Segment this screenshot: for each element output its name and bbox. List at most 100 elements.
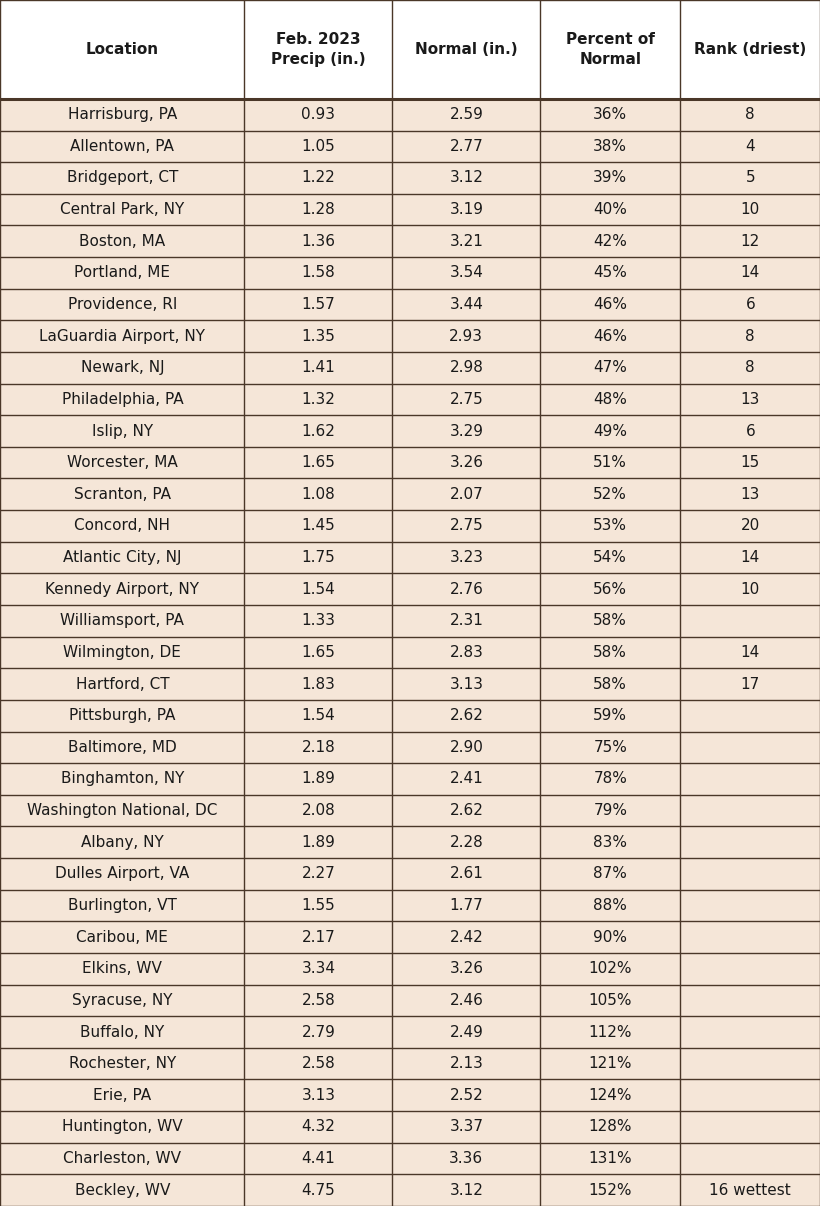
- Bar: [0, 637, 820, 668]
- Bar: [0, 226, 820, 257]
- Text: Percent of
Normal: Percent of Normal: [566, 33, 655, 66]
- Text: 13: 13: [741, 487, 760, 502]
- Bar: [0, 890, 820, 921]
- Text: 2.17: 2.17: [302, 930, 335, 944]
- Text: 128%: 128%: [589, 1119, 632, 1135]
- Text: 4.41: 4.41: [302, 1151, 335, 1166]
- Text: 2.28: 2.28: [450, 835, 483, 850]
- Text: 1.57: 1.57: [302, 297, 335, 312]
- Text: Newark, NJ: Newark, NJ: [81, 361, 164, 375]
- Text: Scranton, PA: Scranton, PA: [74, 487, 171, 502]
- Text: 2.18: 2.18: [302, 739, 335, 755]
- Text: 20: 20: [741, 519, 760, 533]
- Bar: [0, 384, 820, 415]
- Bar: [0, 99, 820, 130]
- Text: 3.37: 3.37: [450, 1119, 483, 1135]
- Text: 3.36: 3.36: [450, 1151, 483, 1166]
- Text: 3.13: 3.13: [450, 677, 483, 691]
- Text: Philadelphia, PA: Philadelphia, PA: [62, 392, 183, 406]
- Text: Location: Location: [85, 42, 159, 57]
- Text: Dulles Airport, VA: Dulles Airport, VA: [55, 866, 190, 882]
- Text: 2.13: 2.13: [450, 1056, 483, 1071]
- Text: 3.21: 3.21: [450, 234, 483, 248]
- Text: 15: 15: [741, 455, 760, 470]
- Text: Burlington, VT: Burlington, VT: [68, 898, 177, 913]
- Text: 1.77: 1.77: [450, 898, 483, 913]
- Bar: [0, 510, 820, 541]
- Text: 10: 10: [741, 203, 760, 217]
- Text: 2.77: 2.77: [450, 139, 483, 154]
- Bar: [0, 699, 820, 732]
- Bar: [0, 1048, 820, 1079]
- Text: 3.54: 3.54: [450, 265, 483, 280]
- Text: 105%: 105%: [589, 993, 632, 1008]
- Text: 2.52: 2.52: [450, 1088, 483, 1102]
- Bar: [0, 541, 820, 573]
- Text: 2.59: 2.59: [450, 107, 483, 122]
- Text: 4.75: 4.75: [302, 1183, 335, 1198]
- Bar: [0, 857, 820, 890]
- Bar: [0, 194, 820, 226]
- Text: 2.98: 2.98: [450, 361, 483, 375]
- Text: Portland, ME: Portland, ME: [74, 265, 170, 280]
- Text: Binghamton, NY: Binghamton, NY: [61, 772, 184, 786]
- Text: Providence, RI: Providence, RI: [67, 297, 177, 312]
- Text: 51%: 51%: [593, 455, 627, 470]
- Text: 2.75: 2.75: [450, 519, 483, 533]
- Text: 3.12: 3.12: [450, 170, 483, 186]
- Bar: [0, 795, 820, 826]
- Text: 14: 14: [741, 265, 760, 280]
- Text: 8: 8: [746, 107, 755, 122]
- Text: 78%: 78%: [593, 772, 627, 786]
- Text: Harrisburg, PA: Harrisburg, PA: [67, 107, 177, 122]
- Text: 1.75: 1.75: [302, 550, 335, 566]
- Text: Buffalo, NY: Buffalo, NY: [81, 1025, 164, 1040]
- Text: 59%: 59%: [593, 708, 627, 724]
- Text: Boston, MA: Boston, MA: [79, 234, 165, 248]
- Text: 2.07: 2.07: [450, 487, 483, 502]
- Text: 2.31: 2.31: [450, 614, 483, 628]
- Text: 58%: 58%: [593, 677, 627, 691]
- Text: Bridgeport, CT: Bridgeport, CT: [67, 170, 178, 186]
- Text: 17: 17: [741, 677, 760, 691]
- Text: 1.32: 1.32: [302, 392, 335, 406]
- Bar: [0, 1111, 820, 1143]
- Text: 2.62: 2.62: [450, 803, 483, 818]
- Text: Wilmington, DE: Wilmington, DE: [63, 645, 182, 660]
- Text: 38%: 38%: [593, 139, 627, 154]
- Text: 3.26: 3.26: [450, 455, 483, 470]
- Text: 1.55: 1.55: [302, 898, 335, 913]
- Text: 54%: 54%: [593, 550, 627, 566]
- Text: Beckley, WV: Beckley, WV: [75, 1183, 170, 1198]
- Text: Rank (driest): Rank (driest): [694, 42, 806, 57]
- Bar: [0, 257, 820, 288]
- Text: 2.46: 2.46: [450, 993, 483, 1008]
- Text: Syracuse, NY: Syracuse, NY: [72, 993, 173, 1008]
- Text: 46%: 46%: [593, 328, 627, 344]
- Text: LaGuardia Airport, NY: LaGuardia Airport, NY: [39, 328, 206, 344]
- Text: 1.65: 1.65: [302, 645, 335, 660]
- Bar: [0, 352, 820, 384]
- Text: 1.22: 1.22: [302, 170, 335, 186]
- Text: 56%: 56%: [593, 581, 627, 597]
- Text: 42%: 42%: [593, 234, 627, 248]
- Bar: [0, 732, 820, 763]
- Text: Baltimore, MD: Baltimore, MD: [68, 739, 177, 755]
- Bar: [0, 1175, 820, 1206]
- Bar: [0, 1017, 820, 1048]
- Text: 3.44: 3.44: [450, 297, 483, 312]
- Text: Normal (in.): Normal (in.): [415, 42, 518, 57]
- Bar: [0, 0, 820, 99]
- Text: 1.45: 1.45: [302, 519, 335, 533]
- Text: 14: 14: [741, 645, 760, 660]
- Text: 14: 14: [741, 550, 760, 566]
- Bar: [0, 984, 820, 1017]
- Text: Allentown, PA: Allentown, PA: [71, 139, 174, 154]
- Text: Huntington, WV: Huntington, WV: [62, 1119, 182, 1135]
- Text: 1.65: 1.65: [302, 455, 335, 470]
- Text: 1.33: 1.33: [302, 614, 335, 628]
- Bar: [0, 288, 820, 321]
- Text: Caribou, ME: Caribou, ME: [76, 930, 169, 944]
- Text: 49%: 49%: [593, 423, 627, 439]
- Text: 2.75: 2.75: [450, 392, 483, 406]
